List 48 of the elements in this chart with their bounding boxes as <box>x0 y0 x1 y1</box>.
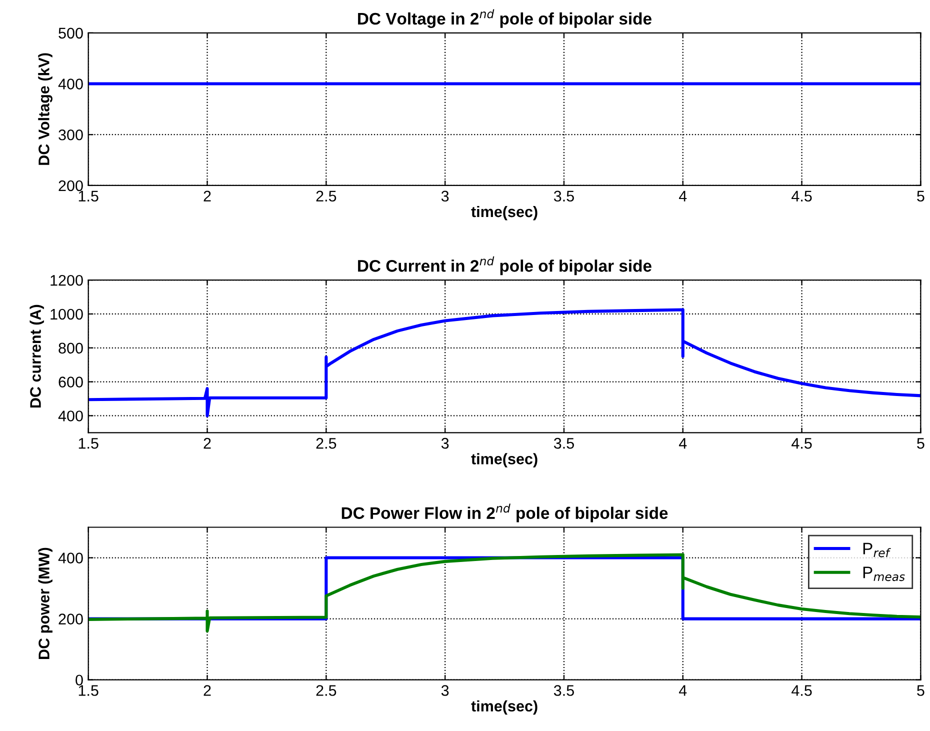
chart-title: DC Power Flow in 2$^{nd}$ pole of bipolar side <box>342 504 668 522</box>
x-tick-label: 1.5 <box>78 438 98 449</box>
y-tick-label: 400 <box>58 410 83 422</box>
x-tick-label: 3.5 <box>554 685 574 696</box>
y-tick-label: 400 <box>58 78 83 90</box>
x-tick-label: 5 <box>917 190 924 202</box>
x-tick-label: 2.5 <box>316 438 336 449</box>
y-tick-label: 1000 <box>50 308 83 320</box>
chart-title: DC Current in 2$^{nd}$ pole of bipolar side <box>358 256 652 276</box>
y-tick-label: 300 <box>58 129 83 140</box>
x-axis-title: time(sec) <box>471 453 538 468</box>
x-tick-label: 4 <box>678 685 687 696</box>
y-tick-label: 200 <box>58 614 83 624</box>
x-tick-label: 4 <box>678 438 687 449</box>
legend-label: P$_{ref}$ <box>863 542 891 558</box>
y-tick-label: 1200 <box>50 274 83 286</box>
y-tick-label: 800 <box>58 342 83 354</box>
x-tick-label: 3 <box>441 685 449 696</box>
line-series <box>88 308 921 418</box>
x-tick-label: 2.5 <box>316 685 336 696</box>
x-tick-label: 3.5 <box>554 190 574 202</box>
x-axis-title: time(sec) <box>471 206 538 220</box>
x-tick-label: 5 <box>917 685 924 696</box>
x-tick-label: 3 <box>441 438 449 449</box>
x-tick-label: 1.5 <box>78 190 98 202</box>
y-axis-title: DC power (MW) <box>38 548 52 659</box>
x-tick-label: 2 <box>204 438 211 449</box>
x-tick-label: 3 <box>441 190 449 202</box>
x-tick-label: 5 <box>917 438 924 449</box>
y-tick-label: 200 <box>58 180 83 192</box>
x-tick-label: 2 <box>204 190 211 202</box>
y-tick-label: 0 <box>76 674 83 686</box>
legend-label: P$_{meas}$ <box>863 566 905 582</box>
x-tick-label: 4.5 <box>792 438 812 449</box>
y-tick-label: 500 <box>58 28 83 39</box>
y-axis-title: DC Voltage (kV) <box>38 53 52 165</box>
chart-title: DC Voltage in 2$^{nd}$ pole of bipolar side <box>358 9 652 28</box>
x-tick-label: 3.5 <box>554 438 574 449</box>
x-tick-label: 2.5 <box>316 190 336 202</box>
x-tick-label: 4.5 <box>792 685 812 696</box>
y-axis-title: DC current (A) <box>30 304 44 408</box>
y-tick-label: 400 <box>58 552 83 564</box>
x-tick-label: 1.5 <box>78 685 98 696</box>
x-axis-title: time(sec) <box>471 700 538 715</box>
y-tick-label: 600 <box>58 376 83 388</box>
x-tick-label: 4 <box>678 190 687 202</box>
x-tick-label: 4.5 <box>792 190 812 202</box>
x-tick-label: 2 <box>204 685 211 696</box>
